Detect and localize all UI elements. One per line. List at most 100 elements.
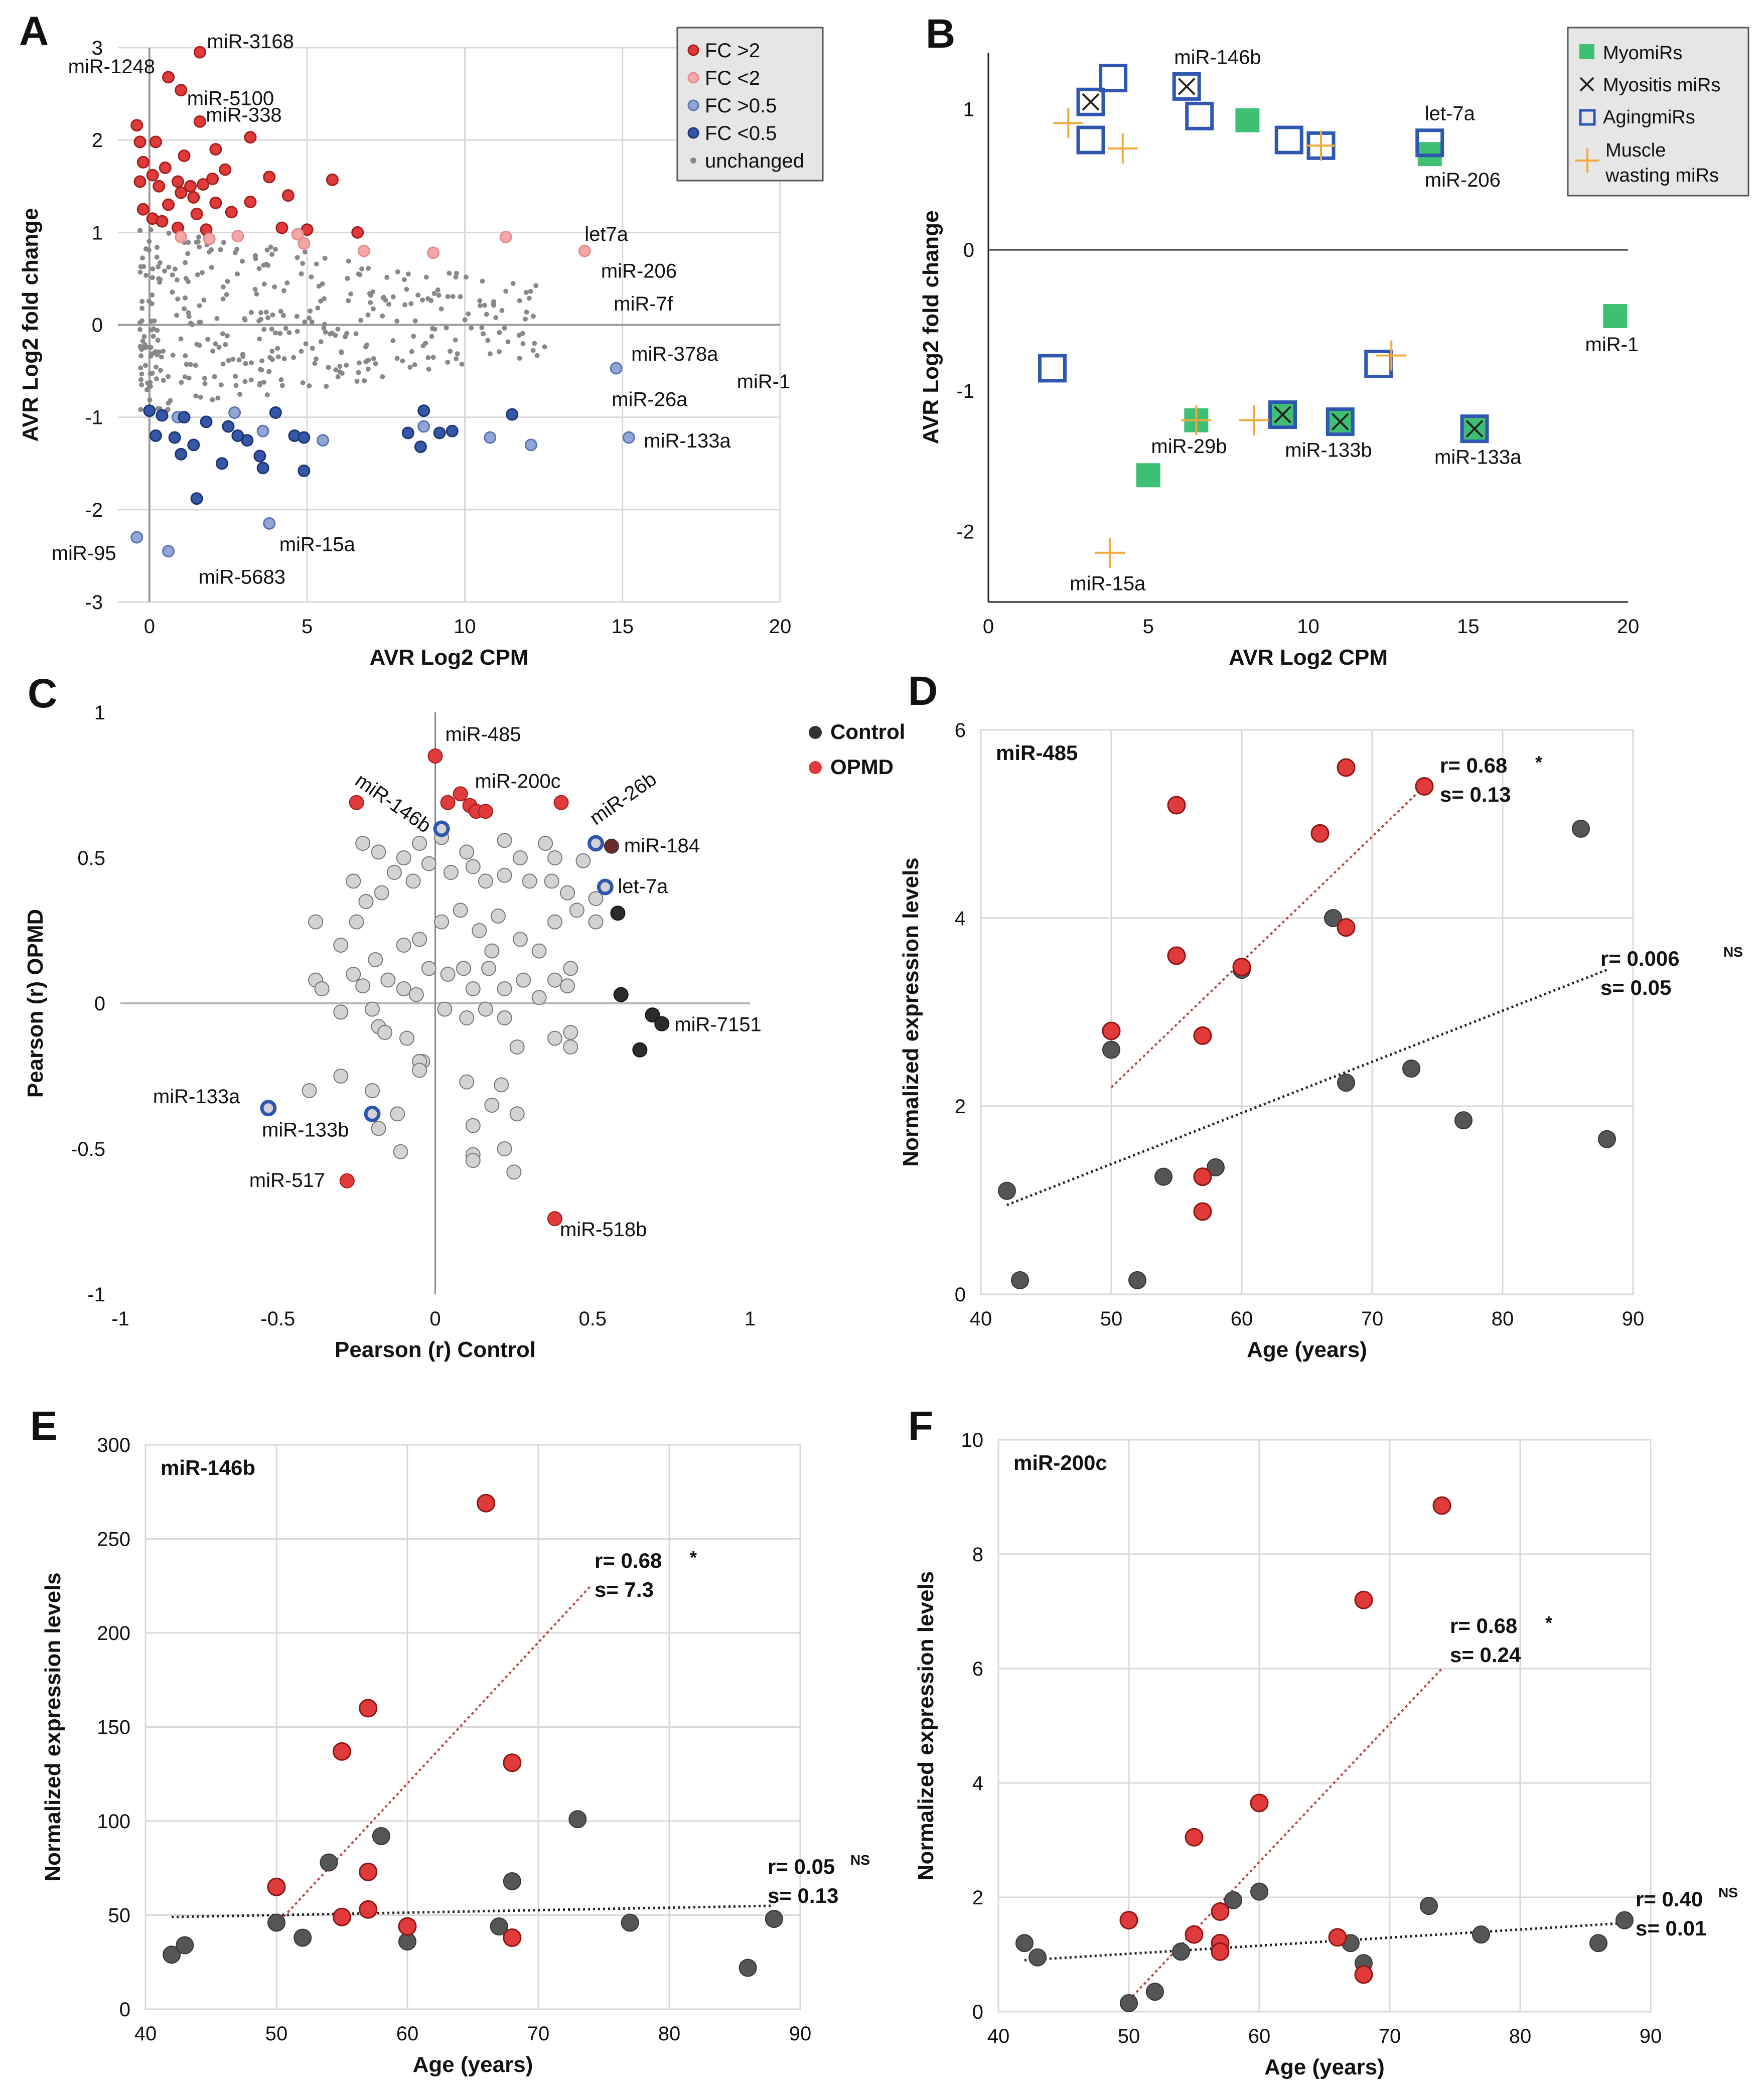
unchanged-point [463, 274, 469, 280]
gray-point [380, 972, 396, 988]
control-point [1250, 1882, 1268, 1901]
unchanged-point [202, 375, 207, 381]
point-FC >0.5 [263, 517, 276, 530]
y-tick-label: -1 [85, 407, 103, 429]
gray-point [575, 853, 591, 868]
unchanged-point [140, 255, 145, 261]
opmd-point [1193, 1026, 1212, 1045]
gray-point [396, 981, 411, 996]
unchanged-point [438, 306, 444, 312]
unchanged-point [534, 353, 540, 358]
unchanged-point [261, 262, 266, 268]
control-point [267, 1913, 285, 1932]
legend-label: Control [830, 720, 905, 743]
unchanged-point [150, 292, 155, 298]
point-FC >0.5 [228, 406, 241, 419]
point-FC >2 [136, 203, 150, 216]
point-FC >2 [162, 198, 175, 211]
point-label: miR-184 [624, 835, 700, 857]
x-tick-label: 10 [454, 616, 476, 638]
unchanged-point [445, 294, 451, 299]
opmd-s-value: s= 0.13 [1440, 783, 1511, 806]
unchanged-point [185, 251, 191, 256]
point-label: miR-7151 [674, 1014, 761, 1036]
control-point [1015, 1934, 1034, 1953]
y-tick-label: 4 [972, 1772, 983, 1794]
point-FC >0.5 [484, 431, 497, 444]
unchanged-point [248, 377, 254, 383]
gray-point [563, 1039, 578, 1055]
unchanged-point [302, 319, 308, 325]
gray-point [374, 885, 389, 901]
unchanged-point [157, 260, 163, 265]
unchanged-point [344, 362, 349, 368]
point-FC >2 [351, 226, 364, 239]
unchanged-point [268, 244, 273, 250]
panel-A: 0 5 10 15 20 -3 -2 -1 0 1 2 3 AVR Log2 CPM AVR Log2 f… [18, 9, 824, 670]
gray-point [355, 836, 371, 851]
unchanged-point [366, 358, 371, 363]
unchanged-point [484, 312, 489, 317]
opmd-point [1185, 1828, 1204, 1847]
unchanged-point [216, 345, 222, 350]
panel-letter: D [908, 668, 938, 714]
myomir-marker [1136, 463, 1160, 488]
unchanged-point [264, 247, 270, 253]
unchanged-point [322, 322, 327, 327]
x-tick-label: 15 [1457, 616, 1480, 638]
point-FC >2 [219, 163, 232, 176]
point-FC <0.5 [298, 464, 311, 477]
opmd-point [1232, 958, 1251, 976]
unchanged-point [209, 247, 214, 252]
gray-point [516, 972, 531, 988]
unchanged-point [230, 357, 236, 362]
legend-marker [690, 158, 696, 164]
unchanged-point [344, 331, 350, 336]
opmd-r-value: r= 0.68 [1450, 1614, 1517, 1637]
unchanged-point [137, 269, 143, 275]
unchanged-point [269, 251, 275, 257]
control-point [568, 1810, 587, 1829]
control-point [1589, 1934, 1607, 1953]
control-s-value: s= 0.13 [768, 1884, 838, 1907]
unchanged-point [455, 351, 460, 357]
unchanged-point [367, 290, 372, 296]
gray-point [465, 1118, 481, 1133]
control-point [998, 1181, 1016, 1200]
gray-point [371, 1121, 386, 1136]
gray-point [349, 914, 364, 930]
x-tick-label: 10 [1297, 616, 1319, 638]
point-FC <0.5 [187, 438, 200, 452]
legend-label: Muscle [1605, 140, 1666, 161]
unchanged-point [154, 376, 159, 382]
control-point [632, 1042, 648, 1058]
control-significance: NS [850, 1852, 870, 1868]
unchanged-point [365, 312, 371, 318]
highlight-point [364, 1105, 381, 1122]
x-tick-label: 90 [1622, 1308, 1645, 1330]
point-FC >0.5 [610, 362, 623, 375]
unchanged-point [346, 258, 351, 264]
panel-letter: E [30, 1403, 58, 1449]
point-FC <0.5 [215, 457, 228, 470]
x-axis-title: AVR Log2 CPM [370, 645, 529, 670]
point-FC >2 [244, 131, 257, 144]
gray-point [405, 873, 421, 889]
unchanged-point [370, 306, 376, 312]
unchanged-point [542, 344, 547, 350]
panel-title: miR-146b [161, 1456, 255, 1479]
gray-point [509, 1106, 525, 1122]
opmd-point [339, 1173, 355, 1188]
unchanged-point [365, 366, 371, 372]
control-point [1128, 1271, 1146, 1289]
point-FC <0.5 [190, 492, 203, 505]
unchanged-point [395, 269, 400, 274]
gray-point [512, 932, 528, 947]
unchanged-point [273, 330, 278, 336]
unchanged-point [487, 351, 493, 357]
unchanged-point [300, 380, 306, 386]
point-FC >2 [171, 175, 184, 188]
unchanged-point [182, 306, 187, 312]
point-FC >2 [184, 180, 197, 193]
point-label: miR-338 [206, 104, 281, 126]
